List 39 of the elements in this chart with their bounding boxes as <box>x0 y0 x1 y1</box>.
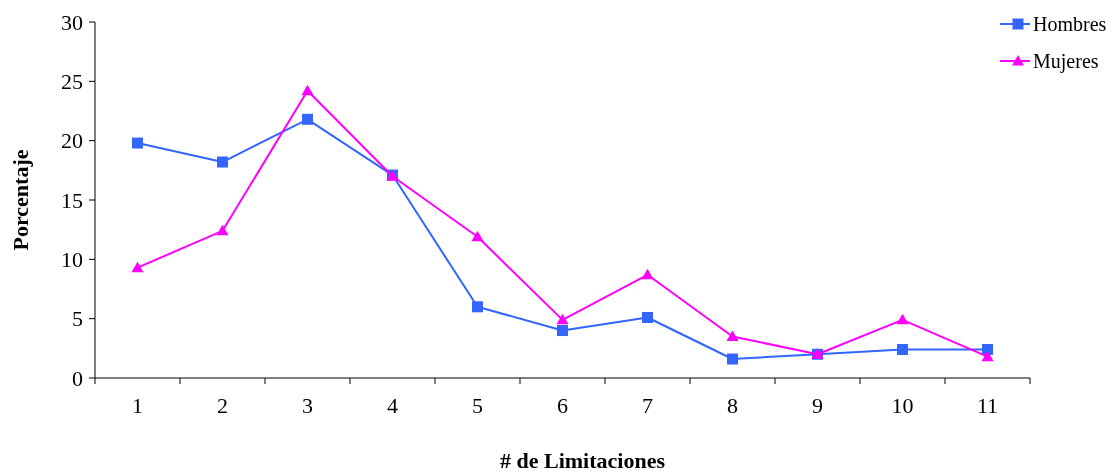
point <box>727 353 738 365</box>
x-tick-label: 5 <box>472 393 483 418</box>
legend-label: Hombres <box>1033 13 1107 35</box>
point <box>132 137 143 149</box>
point <box>216 224 229 236</box>
y-tick-label: 30 <box>61 9 83 35</box>
point <box>217 156 228 168</box>
y-tick-label: 25 <box>61 69 83 95</box>
y-tick-label: 20 <box>61 128 83 154</box>
point <box>642 311 653 323</box>
point <box>302 113 313 125</box>
point <box>556 313 569 325</box>
point <box>557 325 568 337</box>
x-axis-title: # de Limitaciones <box>500 448 666 473</box>
point <box>897 344 908 356</box>
point <box>896 313 909 325</box>
x-tick-label: 6 <box>557 393 568 418</box>
x-tick-label: 8 <box>727 393 738 418</box>
x-tick-label: 7 <box>642 393 653 418</box>
x-tick-label: 9 <box>812 393 823 418</box>
point <box>131 261 144 273</box>
point <box>301 84 314 96</box>
point <box>981 350 994 362</box>
point <box>471 230 484 242</box>
x-tick-label: 2 <box>217 393 228 418</box>
y-tick-label: 10 <box>61 247 83 273</box>
y-tick-label: 15 <box>61 187 83 213</box>
x-tick-label: 1 <box>132 393 143 418</box>
y-tick-label: 5 <box>72 306 83 332</box>
y-axis-title: Porcentaje <box>8 149 33 251</box>
point <box>641 268 654 280</box>
point <box>726 330 739 341</box>
x-tick-label: 11 <box>976 393 999 418</box>
legend-label: Mujeres <box>1033 50 1099 73</box>
x-tick-label: 4 <box>387 393 398 418</box>
x-tick-label: 3 <box>302 393 313 418</box>
point <box>472 301 483 313</box>
y-tick-label: 0 <box>72 365 83 391</box>
x-tick-label: 10 <box>891 393 914 418</box>
